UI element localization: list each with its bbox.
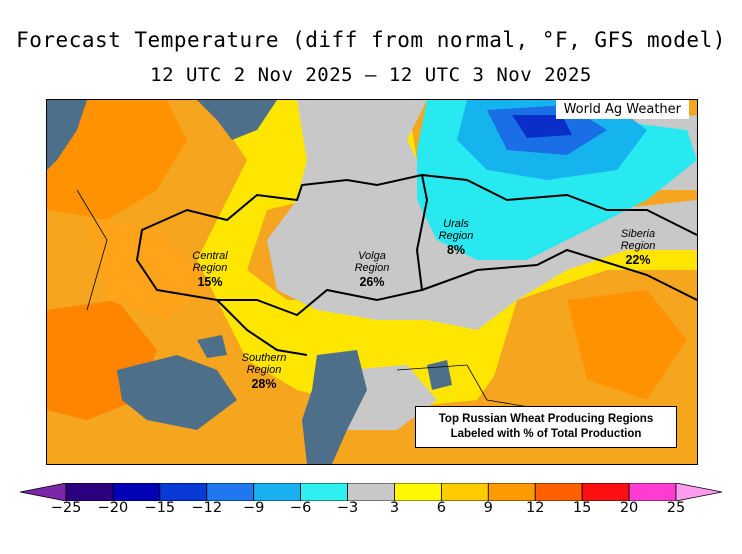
colorbar-swatch	[581, 483, 630, 501]
baltic-sea	[47, 100, 87, 170]
region-percent: 28%	[251, 377, 277, 391]
region-name: Siberia	[620, 228, 656, 240]
region-name: Southern	[241, 352, 287, 364]
colorbar-swatch	[440, 483, 489, 501]
colorbar-tick-label: −6	[289, 500, 312, 516]
note-line: Labeled with % of Total Production	[450, 428, 642, 440]
region-borders	[135, 173, 429, 317]
colorbar-swatch	[628, 483, 677, 501]
coldest-anomaly-core	[512, 115, 572, 138]
colorbar-tick-label: 3	[389, 500, 400, 516]
temperature-anomaly-map: World Ag Weather Central Region 15% Volg…	[46, 99, 698, 465]
colorbar-tick-label: 20	[619, 500, 639, 516]
warm-patch-central	[87, 220, 207, 320]
region-label-urals: Urals Region 8%	[427, 218, 485, 256]
colorbar-tick-label: −9	[243, 500, 265, 516]
colorbar-tick-label: 25	[666, 500, 686, 516]
region-label-southern: Southern Region 28%	[232, 352, 296, 390]
region-name: Region	[192, 262, 228, 274]
colorbar-swatch	[65, 483, 114, 501]
colorbar-swatch	[394, 483, 442, 501]
colorbar-tick-label: −15	[144, 500, 176, 516]
credit-label: World Ag Weather	[555, 100, 689, 119]
country-border-west	[76, 189, 108, 311]
region-name: Volga	[358, 250, 386, 262]
region-percent: 8%	[446, 243, 466, 257]
note-line: Top Russian Wheat Producing Regions	[438, 413, 654, 425]
sea-of-azov	[197, 335, 227, 358]
colorbar-tick-label: 12	[525, 500, 545, 516]
black-sea	[117, 355, 237, 430]
legend-note-box: Top Russian Wheat Producing Regions Labe…	[415, 406, 677, 448]
region-label-siberia: Siberia Region 22%	[607, 228, 669, 266]
country-border-kazakhstan	[396, 364, 548, 411]
southern-siberia-border	[421, 248, 697, 301]
region-name: Urals	[443, 218, 469, 230]
colorbar-arrow-high	[675, 483, 722, 501]
map-title: Forecast Temperature (diff from normal, …	[16, 28, 726, 52]
region-name: Region	[246, 364, 282, 376]
colorbar-tick-label: 15	[572, 500, 592, 516]
region-name: Region	[354, 262, 390, 274]
region-percent: 15%	[197, 275, 223, 289]
neutral-patch-caspian	[347, 365, 437, 430]
colorbar-swatch	[159, 483, 208, 501]
neutral-anomaly-area	[267, 100, 697, 330]
colorbar-swatch	[487, 483, 536, 501]
region-percent: 22%	[625, 253, 651, 267]
caspian-sea	[302, 350, 367, 464]
region-label-volga: Volga Region 26%	[342, 250, 402, 288]
colorbar-arrow-low	[20, 483, 67, 501]
southern-region-border	[216, 299, 308, 356]
colorbar-tick-label: −3	[336, 500, 359, 516]
map-canvas	[47, 100, 697, 464]
region-name: Region	[438, 230, 474, 242]
colorbar-swatch	[347, 483, 395, 501]
region-name: Region	[620, 240, 656, 252]
colorbar-tick-label: −25	[50, 500, 82, 516]
colorbar-tick-label: −20	[97, 500, 129, 516]
region-percent: 26%	[359, 275, 385, 289]
hot-patch-northwest	[47, 100, 187, 220]
colorbar-swatch	[206, 483, 255, 501]
colorbar-swatch	[534, 483, 583, 501]
colorbar-swatch	[112, 483, 161, 501]
colorbar-swatch	[300, 483, 348, 501]
region-label-central: Central Region 15%	[180, 250, 240, 288]
colorbar	[20, 483, 722, 501]
urals-siberia-border	[421, 174, 697, 236]
colorbar-tick-label: 9	[483, 500, 493, 516]
region-name: Central	[192, 250, 228, 262]
colorbar-swatch	[253, 483, 302, 501]
colorbar-tick-label: −12	[191, 500, 223, 516]
white-sea	[197, 100, 277, 140]
map-subtitle: 12 UTC 2 Nov 2025 — 12 UTC 3 Nov 2025	[150, 64, 592, 86]
hot-patch-southeast	[567, 290, 687, 400]
colorbar-tick-label: 6	[436, 500, 446, 516]
